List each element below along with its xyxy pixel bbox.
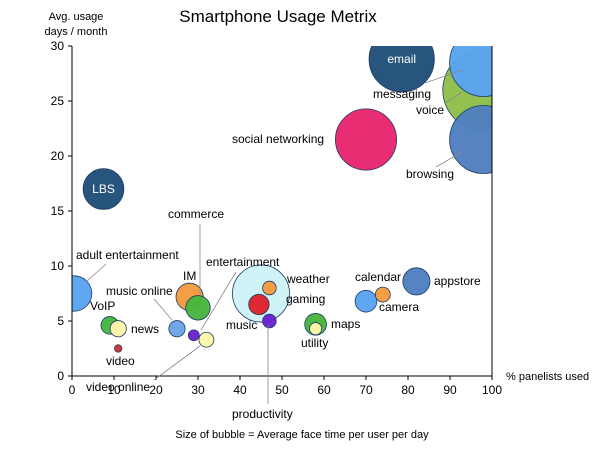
y-tick-label-20: 20 (51, 149, 65, 163)
bubble-label-voice: voice (416, 103, 444, 117)
y-tick-label-5: 5 (57, 314, 64, 328)
bubble-label-im: IM (183, 269, 196, 283)
y-tick-label-25: 25 (51, 94, 65, 108)
tick-labels: 0 10 20 30 40 50 60 70 80 90 100 0 5 10 15 20 25 30 (51, 39, 503, 397)
chart-title: Smartphone Usage Metrix (179, 7, 377, 26)
bubble-labels: email messaging voice browsing social networ… (76, 52, 481, 421)
x-tick-label-70: 70 (359, 383, 373, 397)
y-tick-label-30: 30 (51, 39, 65, 53)
bubble-weather (262, 280, 277, 296)
bubble-label-maps: maps (331, 317, 360, 331)
bubble-appstore (402, 267, 431, 296)
bubble-label-video-online: video online (86, 380, 150, 394)
bubble-lbs (82, 168, 125, 210)
y-axis-label-line2: days / month (45, 26, 108, 38)
bubble-adult-entertainment (72, 275, 93, 312)
leader-lines (85, 69, 463, 404)
bubble-label-productivity: productivity (232, 407, 293, 421)
bubble-browsing (449, 105, 492, 174)
axes (68, 45, 493, 380)
y-tick-label-0: 0 (57, 369, 64, 383)
x-tick-label-50: 50 (275, 383, 289, 397)
bubble-label-music: music (226, 318, 257, 332)
x-axis-label: % panelists used (506, 371, 589, 383)
x-tick-label-90: 90 (443, 383, 457, 397)
x-tick-label-60: 60 (317, 383, 331, 397)
bubble-camera (354, 289, 378, 313)
bubble-music (248, 293, 270, 316)
y-tick-label-15: 15 (51, 204, 65, 218)
chart-caption: Size of bubble = Average face time per u… (175, 429, 429, 441)
leader-entertainment (200, 271, 237, 331)
bubble-label-utility: utility (301, 336, 328, 350)
bubble-news (109, 320, 127, 338)
bubble-label-news: news (131, 322, 159, 336)
x-tick-label-80: 80 (401, 383, 415, 397)
x-tick-label-30: 30 (191, 383, 205, 397)
x-tick-label-20: 20 (149, 383, 163, 397)
bubble-label-lbs: LBS (92, 182, 115, 196)
x-tick-label-10: 10 (107, 383, 121, 397)
bubble-label-adult-entertainment: adult entertainment (76, 248, 179, 262)
bubble-label-weather: weather (286, 272, 330, 286)
bubble-email (368, 46, 435, 93)
bubble-label-commerce: commerce (168, 207, 224, 221)
bubble-label-social-networking: social networking (232, 132, 324, 146)
leader-browsing (435, 151, 463, 168)
bubble-productivity (262, 313, 277, 329)
bubble-label-music-online: music online (106, 284, 173, 298)
bubble-music-online (168, 320, 186, 338)
bubble-video (114, 344, 123, 353)
bubble-label-camera: camera (379, 300, 419, 314)
bubble-gaming (232, 264, 290, 323)
bubble-label-messaging: messaging (373, 87, 431, 101)
bubble-layer (72, 46, 492, 353)
x-tick-label-100: 100 (482, 383, 502, 397)
leader-adult-entertainment (85, 263, 107, 283)
bubble-label-appstore: appstore (434, 274, 481, 288)
leader-music-online (153, 298, 173, 321)
bubble-calendar (374, 286, 391, 303)
bubble-label-gaming: gaming (286, 292, 325, 306)
bubble-entertainment (187, 329, 200, 342)
bubble-label-browsing: browsing (406, 167, 454, 181)
bubble-label-entertainment: entertainment (206, 255, 280, 269)
bubble-label-voip: VoIP (90, 299, 115, 313)
leader-voice (444, 91, 463, 104)
bubble-label-calendar: calendar (355, 270, 401, 284)
x-tick-label-0: 0 (69, 383, 76, 397)
leader-video-online (153, 345, 201, 381)
bubble-video-online (198, 331, 215, 348)
x-tick-label-40: 40 (233, 383, 247, 397)
bubble-social-networking (334, 108, 397, 171)
bubble-label-email: email (387, 52, 416, 66)
bubble-commerce (185, 295, 211, 321)
leader-messaging (424, 69, 463, 84)
y-tick-label-10: 10 (51, 259, 65, 273)
bubble-messaging (449, 46, 492, 97)
y-axis-label-line1: Avg. usage (49, 11, 104, 23)
bubble-utility (309, 322, 323, 336)
bubble-label-video: video (106, 354, 135, 368)
